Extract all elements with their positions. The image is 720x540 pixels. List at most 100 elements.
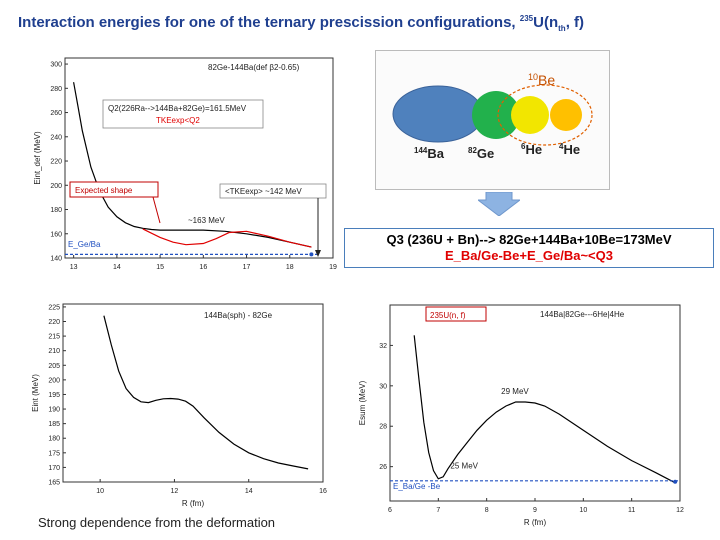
q2-box: [102, 99, 264, 129]
expected-shape-box: [69, 181, 159, 198]
down-arrow-icon: [478, 192, 520, 216]
y-tick-label: 140: [50, 256, 62, 263]
plot-frame: [62, 303, 324, 483]
be-label: 10Be: [528, 72, 555, 88]
panel-d-annotation: 144Ba|82Ge---6He|4He: [540, 310, 625, 319]
y-tick-label: 185: [48, 421, 60, 428]
y-tick-label: 180: [50, 207, 62, 214]
panel-c: 10 12 14 16 165 170 175 180 185 190 195 200 205 210 21…: [8, 290, 338, 515]
ge-label: 82Ge: [468, 146, 494, 161]
panel-d-annotation-box-text: 235U(n, f): [430, 311, 466, 320]
title-subscript: th: [558, 24, 566, 33]
y-tick-label: 240: [50, 134, 62, 141]
x-tick-label: 12: [676, 507, 684, 514]
y-axis-label: Eint (MeV): [31, 374, 40, 412]
x-tick-label: 16: [319, 488, 327, 495]
nuclei-svg: 10Be 144Ba 82Ge 6He 4He: [392, 72, 593, 161]
y-tick-label: 220: [48, 319, 60, 326]
x-axis-label: R (fm): [182, 499, 205, 508]
x-tick-label: 12: [171, 488, 179, 495]
legend-e-ge-ba: E_Ge/Ba: [68, 240, 101, 249]
x-axis-label: R (fm): [524, 518, 547, 527]
tke-avg-box: [219, 183, 327, 199]
y-tick-label: 165: [48, 480, 60, 487]
q3-line2: E_Ba/Ge-Be+E_Ge/Ba~<Q3: [444, 248, 613, 263]
y-axis-label: Eint_def (MeV): [33, 131, 42, 185]
y-tick-label: 190: [48, 407, 60, 414]
q3-box: Q3 (236U + Bn)--> 82Ge+144Ba+10Be=173MeV…: [344, 228, 714, 268]
caption: Strong dependence from the deformation: [38, 515, 276, 530]
x-tick-label: 13: [70, 264, 78, 271]
y-tick-label: 200: [48, 377, 60, 384]
y-tick-label: 195: [48, 392, 60, 399]
max-label: 29 MeV: [501, 387, 529, 396]
min-label: ~163 MeV: [188, 216, 225, 225]
ba-nucleus: [392, 85, 484, 143]
y-tick-label: 200: [50, 183, 62, 190]
expected-shape-label: Expected shape: [75, 186, 133, 195]
slide-title: Interaction energies for one of the tern…: [18, 14, 718, 33]
y-tick-label: 205: [48, 363, 60, 370]
series-line-expected-shape: [142, 228, 312, 248]
y-tick-label: 170: [48, 465, 60, 472]
he4-label: 4He: [559, 142, 580, 157]
he6-label: 6He: [521, 142, 542, 157]
nuclei-illustration: 10Be 144Ba 82Ge 6He 4He: [375, 50, 610, 190]
y-tick-label: 225: [48, 304, 60, 311]
x-tick-label: 16: [199, 264, 207, 271]
x-tick-label: 14: [245, 488, 253, 495]
y-tick-label: 210: [48, 348, 60, 355]
legend-e-ba-ge-be: E_Ba/Ge -Be: [393, 482, 441, 491]
y-axis-label: Esum (MeV): [358, 380, 367, 425]
series-line-eint: [103, 315, 309, 470]
legend-end-marker: [309, 252, 314, 257]
y-tick-label: 300: [50, 62, 62, 69]
tke-avg-arrow-head: [315, 250, 321, 257]
panel-d: 6 7 8 9 10 11 12 26 28 30 32 R (fm) Esum (MeV) 235U(n…: [348, 295, 698, 535]
panel-d-annotation-box: [425, 306, 487, 322]
panel-c-annotation: 144Ba(sph) - 82Ge: [204, 311, 273, 320]
panel-a: 13 14 15 16 17 18 19 140 160 180 200 220 240 260 280 30…: [8, 50, 343, 284]
panel-c-chart: 10 12 14 16 165 170 175 180 185 190 195 200 205 210 21…: [31, 303, 327, 508]
ba-label: 144Ba: [414, 146, 445, 161]
x-tick-label: 17: [243, 264, 251, 271]
y-tick-label: 26: [379, 464, 387, 471]
min-label: 25 MeV: [450, 462, 478, 471]
ge-nucleus: [472, 91, 520, 139]
y-tick-label: 175: [48, 450, 60, 457]
he4-nucleus: [550, 99, 582, 131]
legend-end-marker: [673, 479, 678, 484]
title-nucleus: U(n: [533, 14, 559, 31]
y-tick-label: 180: [48, 436, 60, 443]
panel-a-annotation-top: 82Ge-144Ba(def β2-0.65): [208, 63, 300, 72]
y-tick-label: 215: [48, 334, 60, 341]
x-tick-label: 15: [156, 264, 164, 271]
q3-line1: Q3 (236U + Bn)--> 82Ge+144Ba+10Be=173MeV: [386, 232, 672, 247]
y-tick-label: 280: [50, 86, 62, 93]
tke-label: TKEexp<Q2: [156, 116, 200, 125]
y-tick-label: 220: [50, 159, 62, 166]
x-tick-label: 8: [485, 507, 489, 514]
y-tick-label: 28: [379, 424, 387, 431]
title-mass-number: 235: [519, 14, 534, 23]
title-text: Interaction energies for one of the tern…: [18, 14, 516, 31]
y-tick-label: 260: [50, 110, 62, 117]
plot-frame: [64, 57, 334, 259]
x-tick-label: 7: [436, 507, 440, 514]
he6-nucleus: [511, 96, 549, 134]
x-tick-label: 6: [388, 507, 392, 514]
expected-shape-pointer: [152, 196, 161, 224]
series-line-eint-def: [73, 82, 312, 248]
y-tick-label: 30: [379, 383, 387, 390]
x-tick-label: 11: [628, 507, 635, 514]
panel-d-chart: 6 7 8 9 10 11 12 26 28 30 32 R (fm) Esum (MeV) 235U(n…: [358, 304, 684, 527]
x-tick-label: 14: [113, 264, 121, 271]
q2-text: Q2(226Ra-->144Ba+82Ge)=161.5MeV: [108, 104, 247, 113]
x-tick-label: 9: [533, 507, 537, 514]
panel-a-chart: 13 14 15 16 17 18 19 140 160 180 200 220 240 260 280 30…: [33, 57, 337, 284]
x-tick-label: 19: [329, 264, 337, 271]
tke-avg-label: <TKEexp> ~142 MeV: [225, 187, 302, 196]
series-line-esum: [413, 335, 676, 484]
y-tick-label: 32: [379, 343, 387, 350]
title-tail: , f): [565, 14, 585, 31]
